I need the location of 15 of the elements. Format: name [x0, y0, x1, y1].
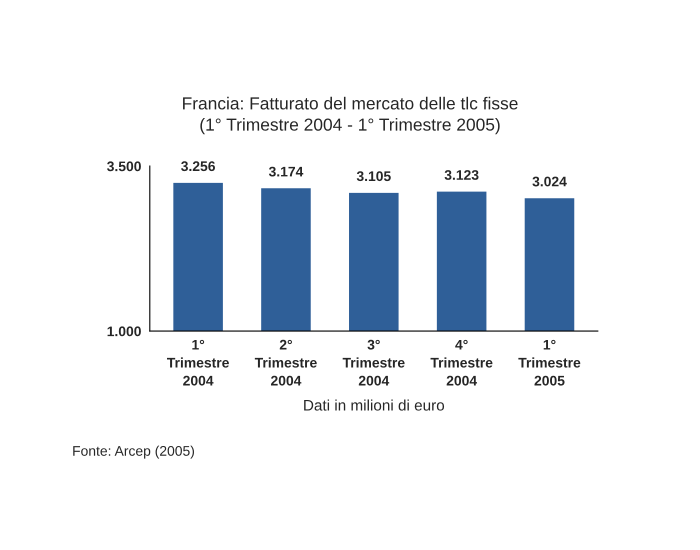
- data-label: 3.174: [268, 166, 304, 177]
- x-axis-title: Dati in milioni di euro: [304, 399, 444, 411]
- x-tick-label: 1° Trimestre 2005: [518, 340, 580, 386]
- y-tick-label: 3.500: [107, 161, 141, 172]
- data-label: 3.105: [356, 171, 391, 182]
- source-note: Fonte: Arcep (2005): [73, 446, 194, 459]
- data-label: 3.256: [181, 161, 215, 172]
- chart-title: Francia: Fatturato del mercato delle tlc fisse (1° Trimestre 2004 - 1° Trimestre 2005): [183, 96, 518, 134]
- x-tick-label: 3° Trimestre 2004: [342, 340, 405, 386]
- x-tick-label: 1° Trimestre 2004: [167, 340, 229, 386]
- data-label: 3.123: [444, 170, 479, 180]
- x-tick-label: 4° Trimestre 2004: [430, 340, 492, 386]
- x-tick-label: 2° Trimestre 2004: [254, 340, 317, 386]
- y-tick-label: 1.000: [108, 326, 141, 336]
- data-label: 3.024: [532, 176, 567, 186]
